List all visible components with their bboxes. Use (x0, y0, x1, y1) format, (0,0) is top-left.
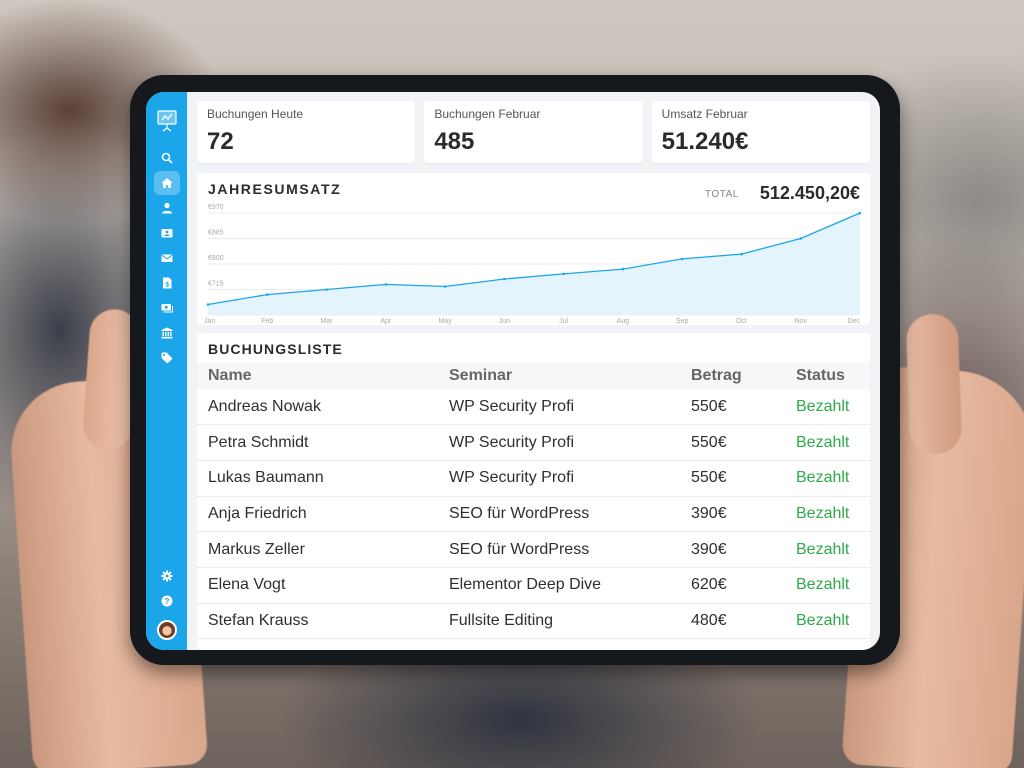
svg-text:Jan: Jan (204, 318, 215, 325)
svg-text:Sep: Sep (676, 318, 689, 325)
cell-status: Bezahlt (785, 531, 870, 568)
cell-seminar: SEO für WordPress (438, 496, 680, 533)
cell-seminar: WP Security Profi (438, 424, 680, 461)
cell-amount: 390€ (680, 496, 785, 533)
table-header-row: Name Seminar Betrag Status (197, 363, 870, 389)
cell-status: Bezahlt (785, 389, 870, 426)
id-card-icon[interactable] (154, 221, 180, 245)
avatar[interactable] (156, 620, 177, 640)
sidebar: $ ? (146, 92, 187, 650)
help-icon[interactable]: ? (154, 589, 180, 613)
svg-text:€970: €970 (208, 204, 224, 211)
stat-label: Umsatz Februar (661, 107, 748, 121)
svg-text:Apr: Apr (380, 318, 392, 325)
cell-amount: 550€ (680, 460, 785, 497)
booking-list-title: BUCHUNGSLISTE (208, 341, 343, 357)
column-header-seminar[interactable]: Seminar (438, 363, 680, 389)
gear-icon[interactable] (154, 564, 180, 588)
cell-seminar: WP Security Profi (438, 389, 680, 426)
table-row[interactable]: Elena Vogt Elementor Deep Dive 620€ Bezahlt (197, 567, 870, 604)
svg-text:?: ? (164, 597, 169, 606)
cell-name: Andreas Nowak (197, 389, 438, 426)
svg-text:€800: €800 (208, 255, 224, 262)
chart-title: JAHRESUMSATZ (208, 181, 342, 197)
money-icon[interactable] (154, 296, 180, 320)
search-icon[interactable] (154, 146, 180, 170)
booking-list-card: BUCHUNGSLISTE Name Seminar Betrag Status… (197, 333, 870, 650)
cell-status: Bezahlt (785, 496, 870, 533)
cell-status: Bezahlt (785, 424, 870, 461)
bank-icon[interactable] (154, 321, 180, 345)
cell-amount: 480€ (680, 603, 785, 640)
right-thumb (905, 313, 963, 455)
table-row[interactable]: Markus Zeller SEO für WordPress 390€ Bezahl… (197, 531, 870, 568)
table-row[interactable]: Andreas Nowak WP Security Profi 550€ Bezahl… (197, 389, 870, 426)
cell-seminar: Fullsite Editing (438, 603, 680, 640)
svg-text:Oct: Oct (736, 318, 747, 325)
svg-text:Dec: Dec (848, 318, 861, 325)
cell-amount: 390€ (680, 531, 785, 568)
stats-row: Buchungen Heute 72 Buchungen Februar 485… (197, 101, 870, 163)
stat-card-bookings-today: Buchungen Heute 72 (197, 101, 416, 163)
home-icon[interactable] (153, 171, 180, 195)
svg-text:Nov: Nov (795, 318, 808, 325)
table-row[interactable]: Stefan Krauss Fullsite Editing 480€ Bezahlt (197, 603, 870, 640)
svg-text:$: $ (165, 282, 169, 289)
cell-name: Stefan Krauss (197, 603, 438, 640)
svg-text:Aug: Aug (617, 318, 630, 325)
cell-name: Anja Friedrich (197, 496, 438, 533)
revenue-area-chart: €970€885€800€715€630JanFebMarAprMayJunJu… (204, 204, 862, 325)
column-header-name[interactable]: Name (197, 363, 438, 389)
svg-text:Feb: Feb (261, 318, 273, 325)
cell-seminar: SEO für WordPress (438, 531, 680, 568)
cell-status: Bezahlt (785, 567, 870, 604)
table-row[interactable]: Petra Schmidt WP Security Profi 550€ Bezahl… (197, 424, 870, 461)
total-value: 512.450,20€ (759, 183, 860, 203)
table-row[interactable]: Lukas Baumann WP Security Profi 550€ Bezahl… (197, 460, 870, 497)
mail-icon[interactable] (154, 246, 180, 270)
booking-table: Name Seminar Betrag Status Andreas Nowak… (197, 363, 870, 640)
user-icon[interactable] (154, 196, 180, 220)
cell-amount: 550€ (680, 389, 785, 426)
svg-text:€715: €715 (208, 281, 224, 288)
stat-value: 485 (434, 128, 475, 155)
total-label: TOTAL (705, 189, 739, 200)
table-row[interactable]: Anja Friedrich SEO für WordPress 390€ Bezah… (197, 496, 870, 533)
svg-text:€885: €885 (208, 230, 224, 237)
cell-status: Bezahlt (785, 603, 870, 640)
cell-status: Bezahlt (785, 460, 870, 497)
stat-value: 72 (207, 128, 234, 155)
stat-card-revenue-month: Umsatz Februar 51.240€ (651, 101, 870, 163)
cell-seminar: Elementor Deep Dive (438, 567, 680, 604)
stat-label: Buchungen Heute (207, 107, 304, 121)
cell-seminar: WP Security Profi (438, 460, 680, 497)
cell-amount: 550€ (680, 424, 785, 461)
cell-name: Lukas Baumann (197, 460, 438, 497)
dashboard-screen: $ ? Buchungen Heute 72 Buchungen Februar… (146, 92, 880, 650)
annual-revenue-card: €970€885€800€715€630JanFebMarAprMayJunJu… (197, 173, 870, 325)
stat-value: 51.240€ (661, 128, 749, 155)
main-content: Buchungen Heute 72 Buchungen Februar 485… (187, 92, 880, 650)
cell-name: Elena Vogt (197, 567, 438, 604)
svg-text:Mar: Mar (321, 318, 334, 325)
cell-amount: 620€ (680, 567, 785, 604)
svg-text:May: May (438, 318, 452, 325)
cell-name: Petra Schmidt (197, 424, 438, 461)
svg-text:Jul: Jul (559, 318, 568, 325)
cell-name: Markus Zeller (197, 531, 438, 568)
column-header-amount[interactable]: Betrag (680, 363, 785, 389)
tag-icon[interactable] (154, 346, 180, 370)
stat-card-bookings-month: Buchungen Februar 485 (424, 101, 643, 163)
svg-text:Jun: Jun (499, 318, 510, 325)
stat-label: Buchungen Februar (434, 107, 541, 121)
column-header-status[interactable]: Status (785, 363, 870, 389)
invoice-icon[interactable]: $ (154, 271, 180, 295)
presentation-chart-icon[interactable] (156, 110, 177, 132)
